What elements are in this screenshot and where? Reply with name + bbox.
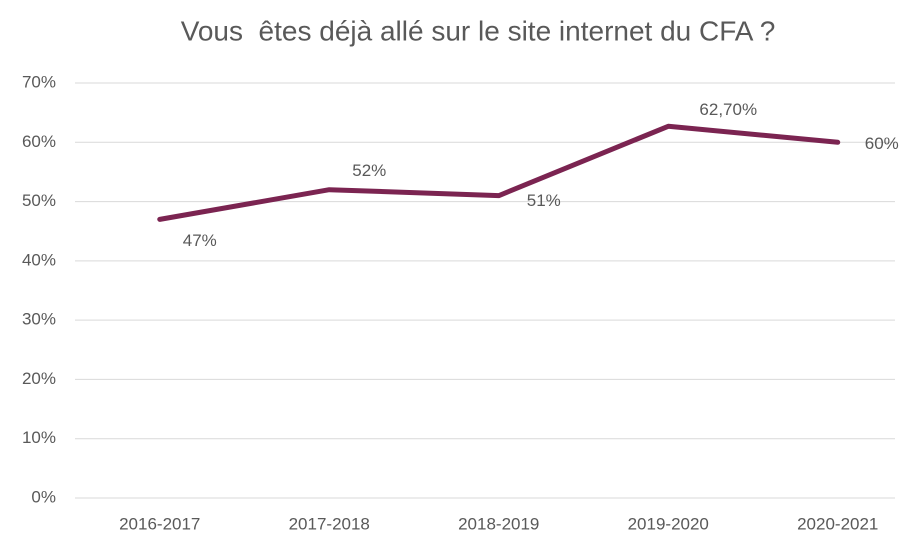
data-label: 52% [352, 161, 386, 180]
data-label: 47% [183, 231, 217, 250]
y-tick-label: 10% [22, 428, 56, 447]
data-label: 62,70% [699, 100, 757, 119]
x-tick-label: 2020-2021 [797, 514, 878, 533]
y-tick-label: 70% [22, 72, 56, 91]
y-tick-label: 30% [22, 310, 56, 329]
y-tick-label: 60% [22, 132, 56, 151]
x-tick-label: 2017-2018 [289, 514, 370, 533]
x-tick-label: 2019-2020 [628, 514, 709, 533]
y-tick-label: 0% [31, 487, 56, 506]
y-tick-label: 20% [22, 369, 56, 388]
chart-title: Vous êtes déjà allé sur le site internet… [181, 15, 776, 46]
y-tick-label: 40% [22, 250, 56, 269]
data-label: 51% [527, 191, 561, 210]
y-tick-label: 50% [22, 191, 56, 210]
data-label: 60% [865, 134, 899, 153]
x-tick-label: 2018-2019 [458, 514, 539, 533]
x-tick-label: 2016-2017 [119, 514, 200, 533]
line [157, 123, 841, 222]
